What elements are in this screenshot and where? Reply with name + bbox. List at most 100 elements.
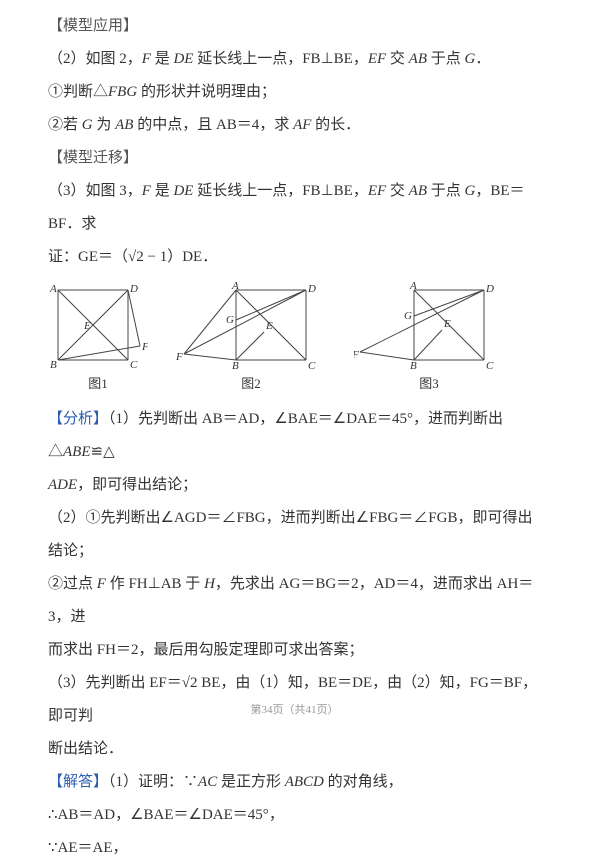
svg-text:E: E (265, 320, 273, 332)
txt: ，由（1）知， (220, 675, 318, 691)
txt: ， (359, 576, 374, 592)
var-DE: DE (173, 183, 193, 199)
var-G: G (82, 117, 93, 133)
analysis-line-7: 断出结论． (48, 733, 541, 766)
figure-2-svg: ADBCEGF (176, 280, 326, 370)
figure-1-caption: 图1 (48, 370, 148, 399)
svg-text:F: F (354, 349, 359, 361)
txt: 是正方形 (217, 774, 285, 790)
txt: ，求 (259, 117, 293, 133)
txt: （2）①先判断出 (48, 510, 161, 526)
analysis-line-1: 【分析】（1）先判断出 AB＝AD，∠BAE＝∠DAE＝45°，进而判断出△AB… (48, 403, 541, 469)
analysis-label: 【分析】 (48, 411, 108, 427)
txt: 是 (151, 51, 174, 67)
var-AB: AB (115, 117, 133, 133)
figure-2-caption: 图2 (176, 370, 326, 399)
txt: 证： (48, 249, 78, 265)
expr: ∠FBG＝∠FGB (356, 510, 458, 526)
svg-text:C: C (130, 359, 138, 370)
txt: ，进 (56, 609, 86, 625)
var-G: G (465, 183, 476, 199)
var-AB: AB (409, 183, 427, 199)
expr: ∠AGD＝∠FBG (161, 510, 266, 526)
svg-text:F: F (141, 341, 148, 353)
figure-3-svg: ADBCEGF (354, 280, 504, 370)
txt: ． (202, 249, 217, 265)
figure-3-caption: 图3 (354, 370, 504, 399)
problem-2-1: ①判断△FBG 的形状并说明理由； (48, 76, 541, 109)
var-FBG: FBG (108, 84, 137, 100)
expr: ∠BAE＝∠DAE＝45° (130, 807, 269, 823)
footer-prefix: 第 (251, 704, 262, 716)
txt: ，由（2）知， (372, 675, 470, 691)
txt: ∴ (48, 807, 58, 823)
txt: ，进而判断出 (266, 510, 356, 526)
expr: AD＝4 (374, 576, 418, 592)
expr: AE＝AE (58, 840, 113, 856)
txt: ， (353, 183, 368, 199)
svg-text:D: D (129, 283, 138, 295)
txt: ， (353, 51, 368, 67)
expr: GE＝（√2 − 1）DE (78, 249, 202, 265)
problem-3-stmt-1: （3）如图 3，F 是 DE 延长线上一点，FB⊥BE，EF 交 AB 于点 G… (48, 175, 541, 241)
var-DE: DE (173, 51, 193, 67)
txt: 延长线上一点， (193, 183, 302, 199)
txt: ，先求出 (215, 576, 279, 592)
txt: 于点 (427, 51, 465, 67)
var-F: F (142, 183, 151, 199)
expr: AB＝AD (58, 807, 116, 823)
footer-page-current: 34 (262, 704, 273, 716)
expr: ∠BAE＝∠DAE＝45° (274, 411, 413, 427)
var-F: F (97, 576, 106, 592)
svg-text:A: A (409, 280, 417, 292)
footer-mid: 页（共 (273, 704, 306, 716)
svg-text:C: C (486, 360, 494, 370)
txt: 是 (151, 183, 174, 199)
txt: 延长线上一点， (193, 51, 302, 67)
txt: ， (115, 807, 130, 823)
var-H: H (204, 576, 215, 592)
txt: ，最后用勾股定理即可求出答案； (138, 642, 363, 658)
var-F: F (142, 51, 151, 67)
var-G: G (465, 51, 476, 67)
analysis-line-5: 而求出 FH＝2，最后用勾股定理即可求出答案； (48, 634, 541, 667)
txt: （3）如图 3， (48, 183, 142, 199)
solution-line-1: 【解答】（1）证明：∵AC 是正方形 ABCD 的对角线， (48, 766, 541, 799)
txt: （2）如图 2， (48, 51, 142, 67)
solution-label: 【解答】 (48, 774, 108, 790)
txt: 于点 (427, 183, 465, 199)
txt: ， (269, 807, 284, 823)
var-ABCD: ABCD (285, 774, 324, 790)
page: 【模型应用】 （2）如图 2，F 是 DE 延长线上一点，FB⊥BE，EF 交 … (0, 0, 589, 728)
figures-row: ADBCEF 图1 ADBCEGF 图2 ADBCEGF 图3 (48, 280, 541, 399)
svg-text:B: B (50, 359, 57, 370)
svg-text:G: G (226, 314, 234, 326)
txt: （3）先判断出 (48, 675, 149, 691)
txt: 于 (182, 576, 205, 592)
svg-text:D: D (485, 283, 494, 295)
svg-text:D: D (307, 283, 316, 295)
svg-text:F: F (176, 351, 183, 363)
txt: 为 (93, 117, 116, 133)
txt: ， (259, 411, 274, 427)
section-model-transfer: 【模型迁移】 (48, 142, 541, 175)
svg-text:C: C (308, 360, 316, 370)
var-EF: EF (368, 183, 386, 199)
page-footer: 第34页（共41页） (0, 698, 589, 722)
var-AC: AC (198, 774, 217, 790)
txt: ．求 (66, 216, 96, 232)
expr: EF＝√2 BE (149, 675, 220, 691)
var-AB: AB (409, 51, 427, 67)
footer-suffix: 页） (317, 704, 339, 716)
expr: BE＝DE (318, 675, 372, 691)
txt: ，即可得出结论； (77, 477, 197, 493)
txt: 而求出 (48, 642, 97, 658)
figure-2: ADBCEGF 图2 (176, 280, 326, 399)
solution-line-2: ∴AB＝AD，∠BAE＝∠DAE＝45°， (48, 799, 541, 832)
footer-page-total: 41 (306, 704, 317, 716)
txt: 的形状并说明理由； (137, 84, 276, 100)
txt: 的长． (311, 117, 360, 133)
txt: 交 (386, 51, 409, 67)
expr: AG＝BG＝2 (279, 576, 359, 592)
svg-text:A: A (231, 280, 239, 292)
